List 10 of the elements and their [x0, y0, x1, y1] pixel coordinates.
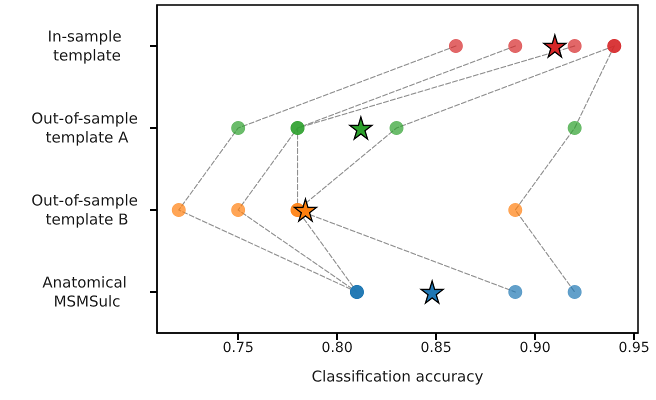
- x-tick-label: 0.90: [519, 340, 551, 356]
- x-tick-label: 0.80: [322, 340, 353, 356]
- y-tick-label: Anatomical MSMSulc: [42, 274, 132, 310]
- y-tick-label: Out-of-sample template A: [31, 110, 143, 146]
- x-axis-title: Classification accuracy: [312, 368, 484, 386]
- x-tick-label: 0.85: [420, 340, 452, 356]
- x-tick-label: 0.95: [618, 340, 650, 356]
- y-tick-label: Out-of-sample template B: [31, 192, 143, 228]
- y-tick-label: In-sample template: [48, 28, 126, 64]
- x-tick-label: 0.75: [222, 340, 254, 356]
